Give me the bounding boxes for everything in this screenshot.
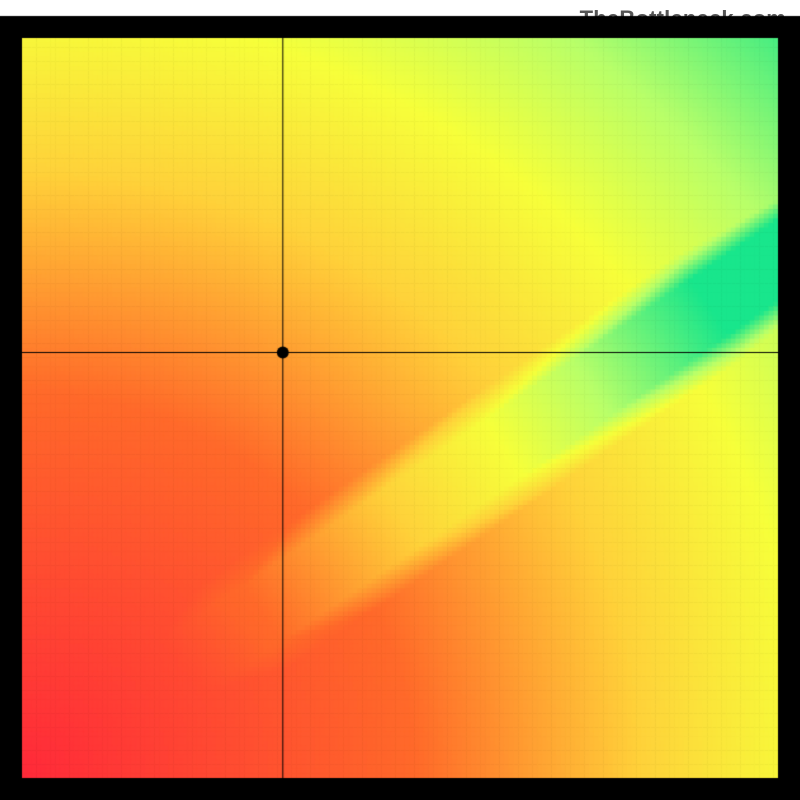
chart-container: TheBottleneck.com — [0, 0, 800, 800]
bottleneck-heatmap — [0, 0, 800, 800]
